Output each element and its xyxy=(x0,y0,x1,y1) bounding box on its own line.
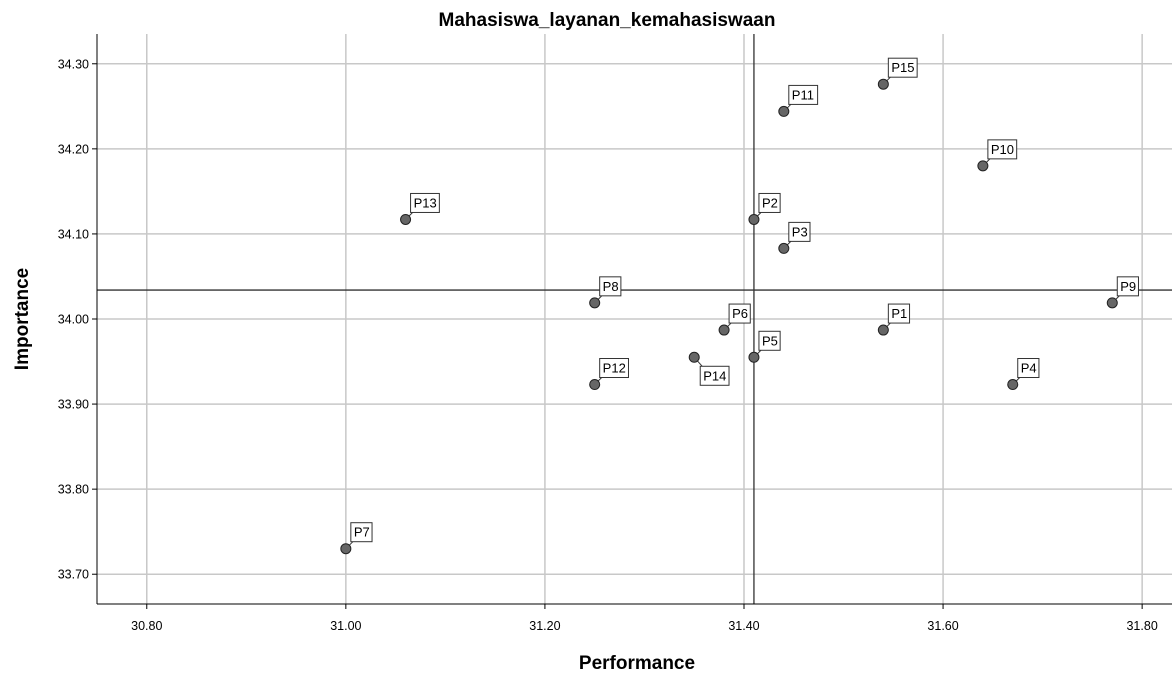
data-point: P7 xyxy=(340,522,373,555)
point-label: P14 xyxy=(703,368,726,383)
point-marker xyxy=(340,543,352,555)
x-tick-label: 31.00 xyxy=(330,619,361,633)
x-tick-label: 31.60 xyxy=(927,619,958,633)
x-tick-label: 30.80 xyxy=(131,619,162,633)
point-marker xyxy=(778,242,790,254)
point-label: P3 xyxy=(792,224,808,239)
point-label-box xyxy=(1017,358,1040,379)
point-label: P11 xyxy=(792,87,814,102)
data-point: P2 xyxy=(748,192,781,225)
point-label: P1 xyxy=(891,306,907,321)
y-tick-label: 33.80 xyxy=(58,483,89,497)
data-point: P1 xyxy=(877,303,911,336)
y-tick-label: 34.20 xyxy=(58,142,89,156)
point-marker xyxy=(400,213,412,225)
point-marker xyxy=(748,213,760,225)
grid-lines xyxy=(97,34,1172,604)
data-point: P11 xyxy=(778,84,819,117)
point-label-box xyxy=(788,221,811,242)
x-tick-labels: 30.80 31.00 31.20 31.40 31.60 31.80 xyxy=(131,604,1158,633)
point-label: P4 xyxy=(1021,361,1037,376)
point-label-box xyxy=(887,57,918,78)
point-label-box xyxy=(599,358,629,379)
y-tick-labels: 33.70 33.80 33.90 34.00 34.10 34.20 34.30 xyxy=(58,57,97,582)
point-label-box xyxy=(728,303,751,324)
point-label-box xyxy=(599,276,622,297)
point-label: P12 xyxy=(603,361,626,376)
data-point: P4 xyxy=(1007,358,1040,391)
point-marker xyxy=(589,379,601,391)
point-label-box xyxy=(788,84,819,105)
point-marker xyxy=(688,351,700,363)
point-marker xyxy=(748,351,760,363)
x-axis-title: Performance xyxy=(579,653,695,674)
point-label-box xyxy=(887,303,911,324)
point-label: P2 xyxy=(762,195,778,210)
point-marker xyxy=(877,324,889,336)
y-tick-label: 34.30 xyxy=(58,57,89,71)
point-marker xyxy=(718,324,730,336)
y-tick-label: 34.00 xyxy=(58,313,89,327)
x-tick-label: 31.80 xyxy=(1126,619,1157,633)
point-marker xyxy=(1007,379,1019,391)
y-tick-label: 34.10 xyxy=(58,227,89,241)
point-marker xyxy=(977,160,989,172)
point-marker xyxy=(778,105,790,117)
point-label-box xyxy=(350,522,373,543)
data-point: P10 xyxy=(977,139,1018,172)
point-label-box xyxy=(410,192,440,213)
point-label: P15 xyxy=(891,60,914,75)
point-label-box xyxy=(758,330,781,351)
point-label: P7 xyxy=(354,525,370,540)
data-point: P14 xyxy=(688,351,730,386)
y-tick-label: 33.90 xyxy=(58,398,89,412)
point-label: P6 xyxy=(732,306,748,321)
y-axis-title: Importance xyxy=(12,268,33,370)
point-label-box xyxy=(699,365,730,386)
data-point: P15 xyxy=(877,57,918,90)
data-point: P8 xyxy=(589,276,622,309)
point-marker xyxy=(1106,297,1118,309)
x-tick-label: 31.20 xyxy=(529,619,560,633)
data-point: P6 xyxy=(718,303,751,336)
point-label: P5 xyxy=(762,333,778,348)
point-marker xyxy=(877,78,889,90)
y-tick-label: 33.70 xyxy=(58,568,89,582)
data-point: P5 xyxy=(748,330,781,363)
data-point: P13 xyxy=(400,192,440,225)
data-point: P9 xyxy=(1106,276,1139,309)
point-label: P13 xyxy=(414,195,437,210)
point-label: P10 xyxy=(991,142,1014,157)
point-label: P8 xyxy=(603,279,619,294)
chart-title: Mahasiswa_layanan_kemahasiswaan xyxy=(439,10,776,31)
data-points: P1 P2 P3 P4 P5 P6 P7 P8 P9 P10 P11 P12 P13 P14 P15 xyxy=(340,57,1139,555)
point-label-box xyxy=(1116,276,1139,297)
point-label-box xyxy=(758,192,781,213)
point-label-box xyxy=(987,139,1018,160)
data-point: P3 xyxy=(778,221,811,254)
x-tick-label: 31.40 xyxy=(728,619,759,633)
reference-lines xyxy=(97,34,1172,604)
data-point: P12 xyxy=(589,358,629,391)
point-label: P9 xyxy=(1120,279,1136,294)
point-marker xyxy=(589,297,601,309)
